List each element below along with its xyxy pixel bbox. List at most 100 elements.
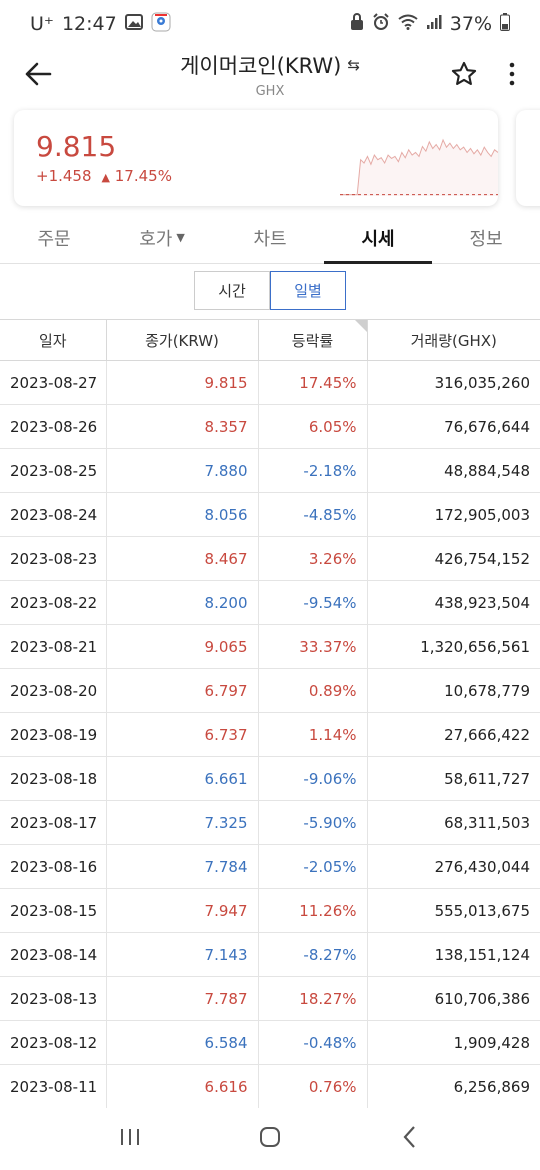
toggle-daily[interactable]: 일별: [270, 271, 346, 310]
back-button[interactable]: [18, 58, 58, 94]
row-date: 2023-08-27: [0, 360, 107, 405]
header-close[interactable]: 종가(KRW): [106, 319, 259, 361]
row-date: 2023-08-15: [0, 888, 107, 933]
row-change-rate: -8.27%: [258, 932, 368, 977]
table-row[interactable]: 2023-08-21 9.065 33.37% 1,320,656,561: [0, 624, 540, 669]
swap-arrows-icon[interactable]: ⇆: [347, 56, 360, 74]
up-triangle-icon: ▲: [101, 171, 110, 184]
row-date: 2023-08-19: [0, 712, 107, 757]
row-volume: 68,311,503: [367, 800, 540, 845]
wifi-icon: [398, 14, 418, 34]
table-row[interactable]: 2023-08-13 7.787 18.27% 610,706,386: [0, 976, 540, 1021]
row-change-rate: -9.54%: [258, 580, 368, 625]
row-volume: 6,256,869: [367, 1064, 540, 1109]
sparkline-area: [340, 139, 498, 196]
table-row[interactable]: 2023-08-23 8.467 3.26% 426,754,152: [0, 536, 540, 581]
table-row[interactable]: 2023-08-14 7.143 -8.27% 138,151,124: [0, 932, 540, 977]
table-row[interactable]: 2023-08-22 8.200 -9.54% 438,923,504: [0, 580, 540, 625]
period-toggle: 시간 일별: [194, 271, 346, 310]
recents-icon: [118, 1127, 142, 1151]
row-close-price: 6.661: [106, 756, 259, 801]
header-volume[interactable]: 거래량(GHX): [367, 319, 540, 361]
clock: 12:47: [61, 13, 117, 35]
row-date: 2023-08-26: [0, 404, 107, 449]
table-row[interactable]: 2023-08-17 7.325 -5.90% 68,311,503: [0, 800, 540, 845]
row-change-rate: -4.85%: [258, 492, 368, 537]
row-volume: 276,430,044: [367, 844, 540, 889]
table-row[interactable]: 2023-08-20 6.797 0.89% 10,678,779: [0, 668, 540, 713]
title-block: 게이머코인(KRW) ⇆ GHX: [0, 50, 540, 99]
header-date[interactable]: 일자: [0, 319, 107, 361]
row-date: 2023-08-12: [0, 1020, 107, 1065]
row-volume: 1,320,656,561: [367, 624, 540, 669]
tab-label: 정보: [469, 228, 503, 250]
table-row[interactable]: 2023-08-16 7.784 -2.05% 276,430,044: [0, 844, 540, 889]
table-body: 2023-08-27 9.815 17.45% 316,035,260 2023-08-…: [0, 360, 540, 1109]
row-date: 2023-08-11: [0, 1064, 107, 1109]
toggle-hourly[interactable]: 시간: [194, 271, 270, 310]
table-row[interactable]: 2023-08-25 7.880 -2.18% 48,884,548: [0, 448, 540, 493]
row-close-price: 7.947: [106, 888, 259, 933]
row-volume: 610,706,386: [367, 976, 540, 1021]
row-close-price: 7.787: [106, 976, 259, 1021]
row-date: 2023-08-14: [0, 932, 107, 977]
tab-order[interactable]: 주문: [0, 212, 108, 263]
row-date: 2023-08-17: [0, 800, 107, 845]
row-close-price: 8.200: [106, 580, 259, 625]
sparkline-line: [340, 138, 498, 196]
change-rate-group: ▲ 17.45%: [102, 167, 172, 185]
row-close-price: 6.616: [106, 1064, 259, 1109]
row-close-price: 7.880: [106, 448, 259, 493]
table-row[interactable]: 2023-08-12 6.584 -0.48% 1,909,428: [0, 1020, 540, 1065]
kebab-menu-icon: [509, 62, 515, 90]
row-change-rate: 3.26%: [258, 536, 368, 581]
tab-bar: 주문 호가 ▼ 차트 시세 정보: [0, 212, 540, 264]
system-nav-bar: [0, 1108, 540, 1170]
row-close-price: 6.797: [106, 668, 259, 713]
tab-label: 차트: [253, 228, 287, 250]
tab-chart[interactable]: 차트: [216, 212, 324, 263]
header-change-rate[interactable]: 등락률: [258, 319, 368, 361]
carrier-label: U⁺: [30, 13, 54, 35]
recents-button[interactable]: [100, 1119, 160, 1159]
mini-price-chart: [340, 138, 498, 196]
row-change-rate: 11.26%: [258, 888, 368, 933]
table-row[interactable]: 2023-08-19 6.737 1.14% 27,666,422: [0, 712, 540, 757]
change-rate: 17.45%: [114, 167, 172, 185]
row-volume: 48,884,548: [367, 448, 540, 493]
row-volume: 10,678,779: [367, 668, 540, 713]
table-row[interactable]: 2023-08-15 7.947 11.26% 555,013,675: [0, 888, 540, 933]
row-volume: 58,611,727: [367, 756, 540, 801]
home-icon: [258, 1125, 282, 1153]
tab-info[interactable]: 정보: [432, 212, 540, 263]
tab-orderbook[interactable]: 호가 ▼: [108, 212, 216, 263]
row-date: 2023-08-20: [0, 668, 107, 713]
row-change-rate: -0.48%: [258, 1020, 368, 1065]
next-summary-card[interactable]: [516, 110, 540, 206]
row-change-rate: 18.27%: [258, 976, 368, 1021]
tab-market-price[interactable]: 시세: [324, 212, 432, 264]
row-close-price: 8.467: [106, 536, 259, 581]
table-row[interactable]: 2023-08-27 9.815 17.45% 316,035,260: [0, 360, 540, 405]
tab-label: 호가: [139, 228, 173, 250]
battery-percent: 37%: [449, 13, 492, 35]
market-title[interactable]: 게이머코인(KRW) ⇆: [180, 50, 360, 80]
price-summary-card[interactable]: 9.815 +1.458 ▲ 17.45%: [14, 110, 498, 206]
row-date: 2023-08-21: [0, 624, 107, 669]
map-app-icon: [151, 12, 171, 36]
back-nav-button[interactable]: [380, 1119, 440, 1159]
row-volume: 1,909,428: [367, 1020, 540, 1065]
caret-down-icon: ▼: [176, 231, 185, 244]
row-date: 2023-08-18: [0, 756, 107, 801]
table-row[interactable]: 2023-08-11 6.616 0.76% 6,256,869: [0, 1064, 540, 1109]
favorite-button[interactable]: [446, 58, 482, 94]
row-date: 2023-08-22: [0, 580, 107, 625]
change-amount: +1.458: [36, 167, 92, 185]
home-button[interactable]: [240, 1119, 300, 1159]
more-menu-button[interactable]: [498, 58, 526, 94]
table-row[interactable]: 2023-08-26 8.357 6.05% 76,676,644: [0, 404, 540, 449]
current-price: 9.815: [36, 130, 117, 163]
row-date: 2023-08-13: [0, 976, 107, 1021]
table-row[interactable]: 2023-08-24 8.056 -4.85% 172,905,003: [0, 492, 540, 537]
table-row[interactable]: 2023-08-18 6.661 -9.06% 58,611,727: [0, 756, 540, 801]
